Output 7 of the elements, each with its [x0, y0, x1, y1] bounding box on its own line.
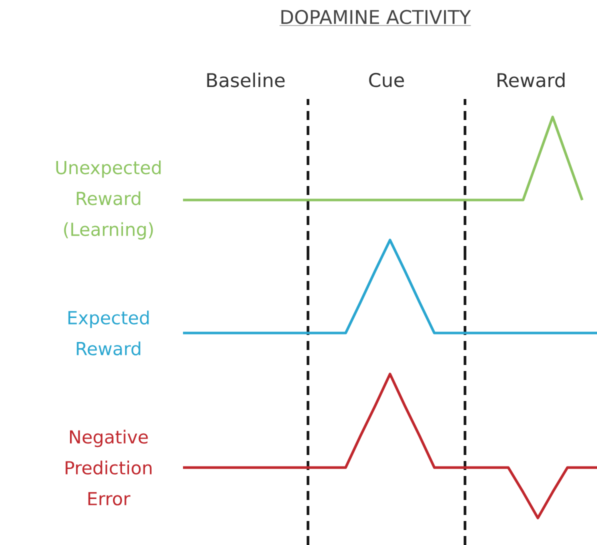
text: Reward: [498, 72, 565, 88]
text: Cue: [369, 72, 404, 88]
series-label: Expected Reward: [68, 310, 149, 356]
series-label: Negative Prediction Error: [66, 430, 152, 506]
text: Baseline: [207, 72, 285, 88]
series-label: Unexpected Reward (Learning): [56, 160, 161, 240]
chart-title: DOPAMINE ACTIVITY: [281, 10, 471, 24]
